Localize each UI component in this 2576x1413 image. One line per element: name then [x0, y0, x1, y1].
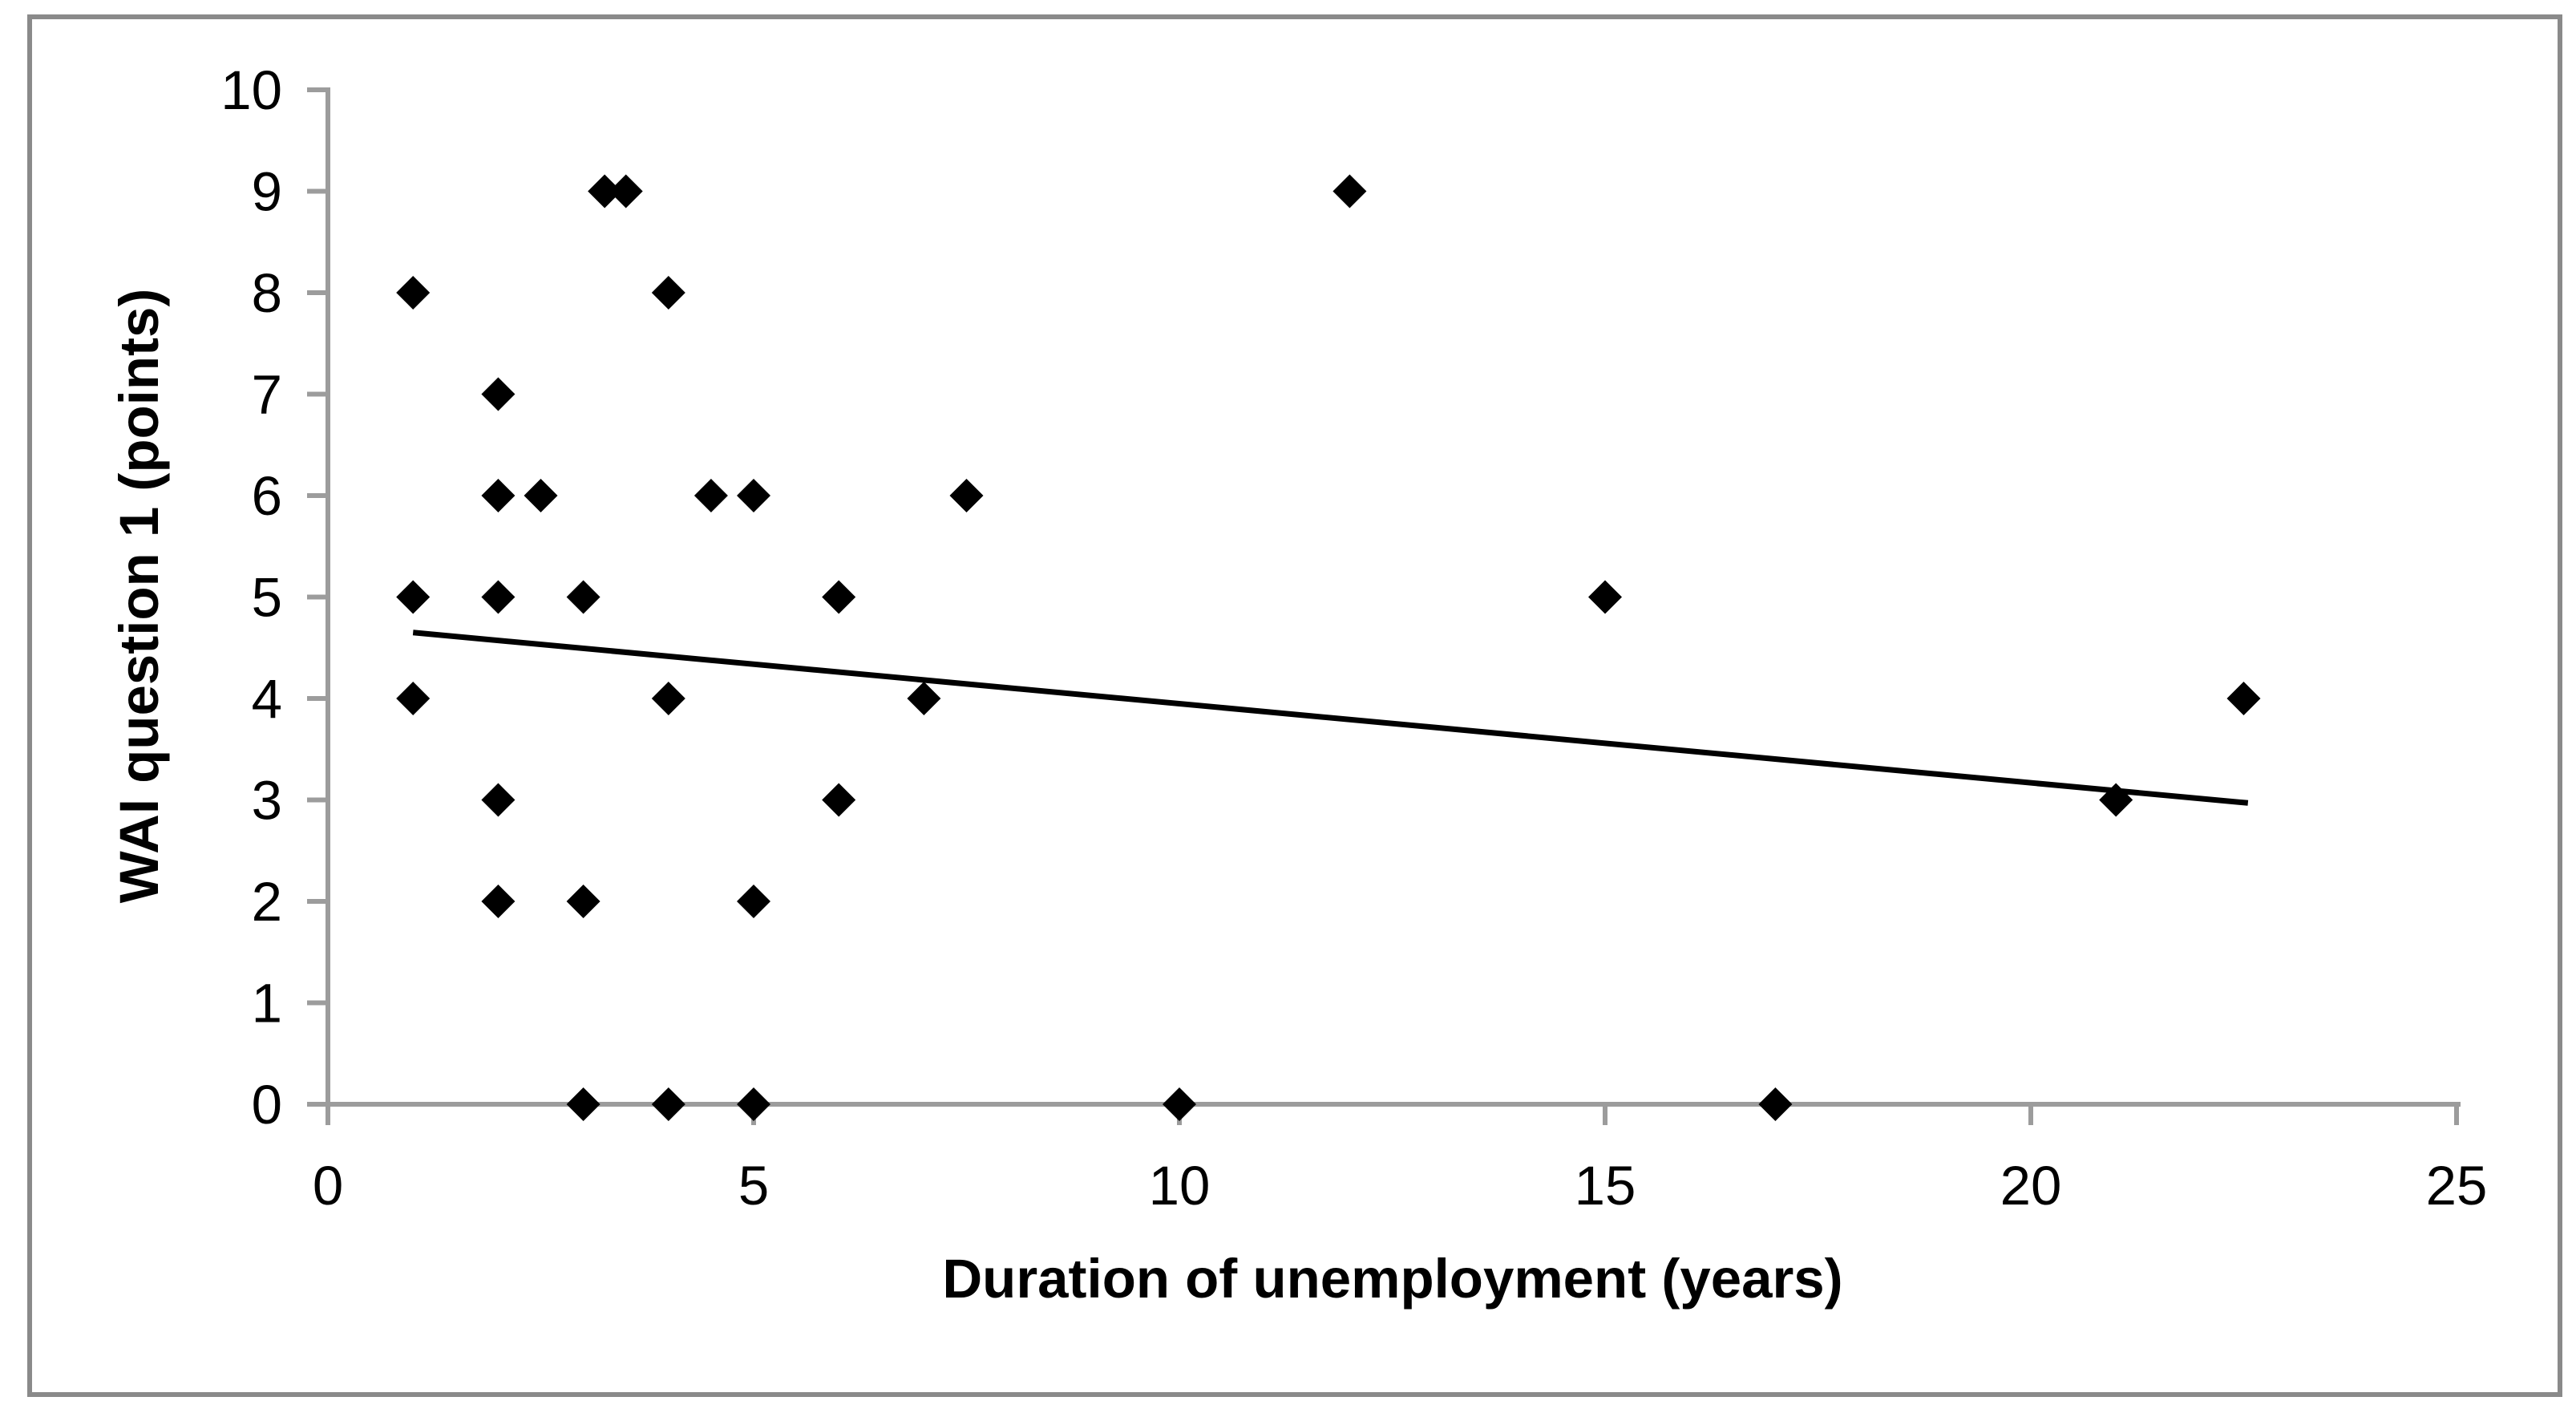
trend-layer — [412, 630, 2249, 806]
data-point-diamond — [566, 580, 601, 614]
data-point-diamond — [949, 479, 984, 512]
y-tick-label: 5 — [252, 567, 282, 629]
data-point-diamond — [396, 580, 431, 614]
x-axis-title: Duration of unemployment (years) — [942, 1248, 1842, 1310]
points-layer — [396, 174, 2261, 1121]
y-tick-label: 3 — [252, 770, 282, 832]
data-point-diamond — [396, 682, 431, 715]
data-point-diamond — [1758, 1087, 1793, 1121]
data-point-diamond — [566, 885, 601, 918]
data-point-diamond — [737, 479, 770, 512]
data-point-diamond — [481, 479, 516, 512]
data-point-diamond — [651, 276, 685, 310]
data-point-diamond — [481, 580, 516, 614]
data-point-diamond — [737, 885, 770, 918]
data-point-diamond — [2099, 783, 2133, 817]
x-tick-label: 0 — [313, 1155, 343, 1217]
y-tick-label: 6 — [252, 465, 282, 527]
data-point-diamond — [566, 1087, 601, 1121]
data-point-diamond — [737, 1087, 770, 1121]
data-point-diamond — [822, 783, 856, 817]
data-point-diamond — [481, 377, 516, 411]
x-tick-label: 20 — [2000, 1155, 2062, 1217]
trend-line — [412, 630, 2249, 806]
y-tick-label: 1 — [252, 973, 282, 1034]
data-point-diamond — [2226, 682, 2261, 715]
data-point-diamond — [588, 174, 622, 209]
data-point-diamond — [907, 682, 941, 715]
data-point-diamond — [481, 885, 516, 918]
data-point-diamond — [1332, 174, 1367, 209]
data-point-diamond — [651, 682, 685, 715]
y-tick-label: 2 — [252, 871, 282, 933]
data-point-diamond — [651, 1087, 685, 1121]
data-point-diamond — [1588, 580, 1622, 614]
y-tick-label: 10 — [220, 59, 282, 121]
y-tick-label: 7 — [252, 364, 282, 426]
figure-border — [27, 14, 2562, 1397]
y-axis-title: WAI question 1 (points) — [108, 289, 170, 904]
y-tick-label: 0 — [252, 1074, 282, 1136]
x-tick-label: 15 — [1575, 1155, 1636, 1217]
x-tick-label: 25 — [2426, 1155, 2488, 1217]
y-tick-label: 9 — [252, 161, 282, 223]
axes-layer: 0 1 2 3 4 5 6 7 8 9 10 0 5 10 15 20 25 — [220, 59, 2487, 1217]
data-point-diamond — [524, 479, 558, 512]
data-point-diamond — [396, 276, 431, 310]
data-point-diamond — [822, 580, 856, 614]
data-point-diamond — [481, 783, 516, 817]
x-tick-label: 5 — [738, 1155, 769, 1217]
y-tick-label: 4 — [252, 668, 282, 730]
data-point-diamond — [609, 174, 643, 209]
data-point-diamond — [694, 479, 728, 512]
y-tick-label: 8 — [252, 262, 282, 324]
x-tick-label: 10 — [1149, 1155, 1211, 1217]
data-point-diamond — [1163, 1087, 1196, 1121]
